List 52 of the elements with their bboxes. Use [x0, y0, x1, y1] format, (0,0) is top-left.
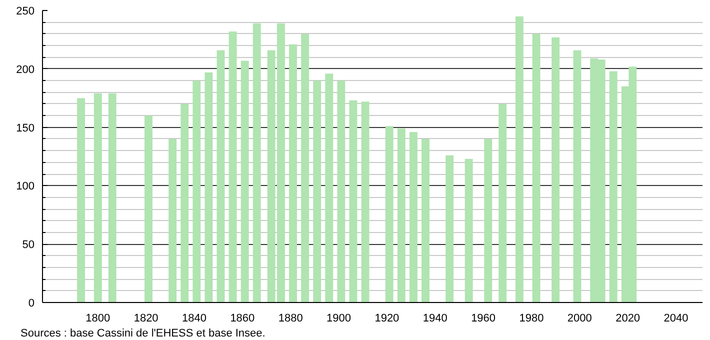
bar: [216, 50, 225, 302]
x-tick-label: 1960: [471, 312, 496, 324]
x-tick-label: 1900: [326, 312, 352, 324]
x-tick-label: 1980: [519, 312, 544, 324]
bar: [204, 72, 213, 302]
y-tick-label: 0: [28, 298, 35, 310]
bar: [108, 93, 116, 302]
x-tick-label: 1800: [86, 312, 110, 324]
bar: [464, 158, 473, 302]
x-tick-label: 1920: [374, 312, 400, 324]
bar: [94, 93, 102, 302]
bar: [180, 104, 189, 302]
x-tick-label: 1940: [422, 312, 448, 324]
x-tick-label: 1820: [134, 312, 158, 324]
bar: [409, 132, 418, 302]
x-tick-label: 2040: [664, 312, 688, 324]
bar: [325, 74, 334, 302]
bar: [385, 126, 394, 302]
bar: [532, 34, 540, 302]
bar: [252, 23, 261, 302]
bar: [573, 50, 582, 302]
bar: [228, 32, 237, 302]
x-tick-label: 2000: [567, 312, 592, 324]
bar: [349, 100, 358, 302]
bar: [240, 60, 249, 302]
y-tick-label: 200: [16, 64, 35, 76]
x-tick-label: 1880: [278, 312, 303, 324]
bar: [337, 80, 346, 302]
bar: [361, 102, 370, 302]
bar: [422, 138, 430, 302]
y-tick-label: 250: [16, 6, 35, 18]
y-tick-label: 150: [16, 122, 35, 134]
bar: [144, 116, 152, 302]
bar: [77, 98, 86, 302]
x-tick-label: 1840: [182, 312, 206, 324]
bar: [301, 34, 310, 302]
bar: [609, 71, 618, 302]
bar: [515, 16, 524, 302]
bar: [168, 138, 177, 302]
bar: [552, 37, 560, 302]
y-tick-label: 50: [22, 239, 35, 252]
x-tick-label: 1860: [230, 312, 255, 324]
bar: [397, 128, 406, 302]
source-note: Sources : base Cassini de l'EHESS et base Insee.: [20, 328, 266, 340]
bar: [313, 80, 322, 302]
bar: [289, 44, 297, 302]
x-tick-label: 2020: [616, 312, 640, 324]
bar: [192, 80, 201, 302]
bar: [484, 138, 492, 302]
y-tick-label: 100: [16, 180, 35, 193]
bar: [446, 155, 454, 302]
bar: [498, 104, 507, 302]
